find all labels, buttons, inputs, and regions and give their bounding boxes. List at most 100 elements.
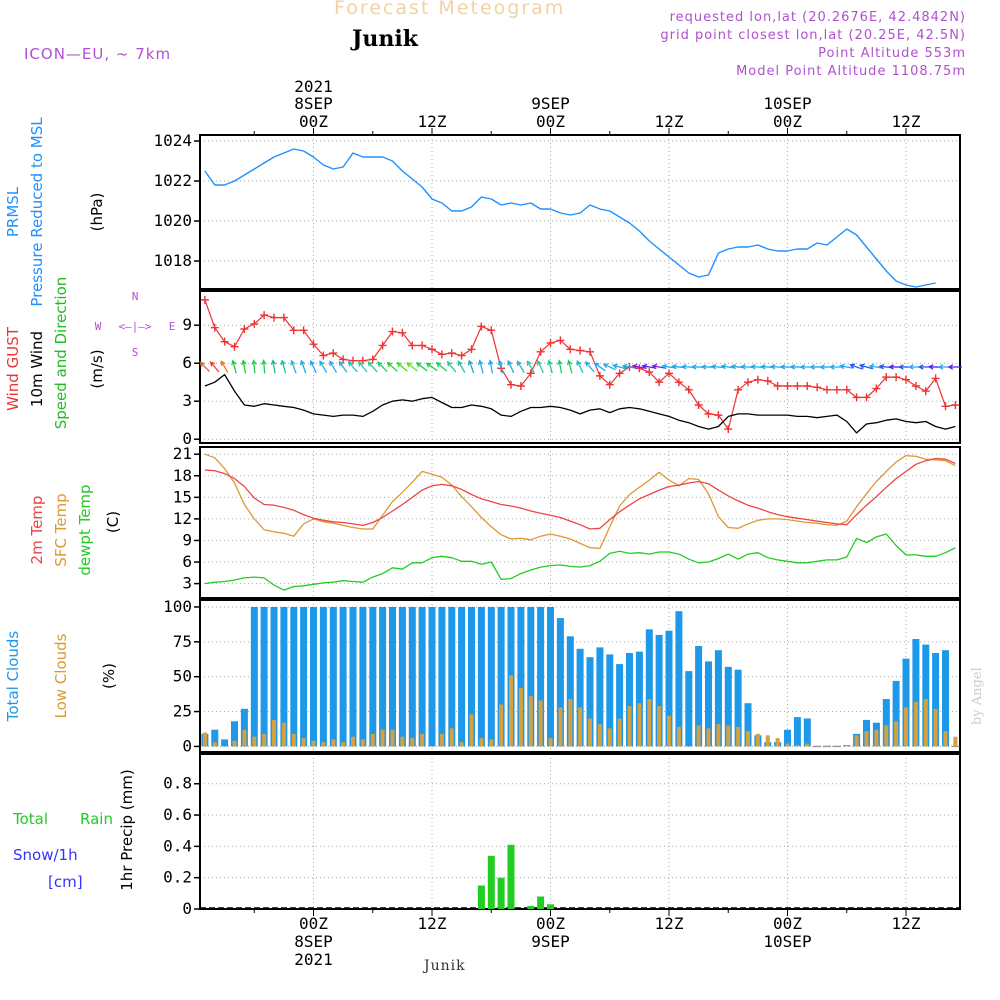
cloud-low-bar — [884, 725, 889, 747]
cloud-low-bar — [439, 733, 444, 747]
cloud-low-bar — [558, 707, 563, 747]
cloud-total-bar — [240, 708, 248, 747]
gust-marker — [240, 325, 249, 333]
cloud-low-bar — [400, 736, 405, 747]
cloud-total-bar — [744, 703, 752, 747]
wind-direction-arrow — [386, 361, 398, 372]
cloud-low-bar — [518, 687, 523, 747]
cloud-low-bar — [933, 708, 938, 747]
cloud-low-bar — [588, 718, 592, 747]
cloud-total-bar — [566, 636, 574, 747]
info-point-altitude: Point Altitude 553m — [818, 46, 966, 61]
cloud-total-bar — [942, 650, 949, 747]
cloud-low-bar — [696, 725, 701, 747]
cloud-total-bar — [487, 607, 495, 747]
rain-bar — [497, 877, 505, 909]
y-tick-label: 1022 — [153, 171, 192, 190]
cloud-low-bar — [904, 707, 908, 747]
model-label: ICON—EU, ~ 7km — [24, 45, 172, 63]
town-name: Junik — [352, 26, 418, 52]
cloud-total-bar — [497, 607, 505, 747]
cloud-low-bar — [943, 731, 948, 747]
gust-marker — [368, 355, 377, 364]
wind-direction-arrow — [526, 360, 535, 373]
gust-marker — [339, 355, 348, 364]
cloud-total-bar — [922, 644, 930, 747]
y-tick-label: 1020 — [153, 211, 192, 230]
gust-marker — [289, 326, 298, 335]
panel-frame — [199, 134, 961, 290]
temp-label-2m: 2m Temp — [28, 496, 46, 565]
cloud-total-bar — [428, 607, 436, 747]
cloud-low-bar — [449, 728, 454, 747]
wind-direction-arrow — [858, 363, 873, 370]
wind-speed-line — [204, 373, 956, 434]
cloud-total-bar — [280, 607, 288, 747]
wind-direction-arrow — [338, 360, 348, 373]
y-tick-label: 50 — [173, 667, 192, 686]
wind-direction-arrow — [457, 360, 466, 373]
wind-direction-arrow — [651, 363, 666, 370]
cloud-total-bar — [537, 607, 545, 747]
precip-label-total: Total — [13, 810, 49, 828]
cloud-low-bar — [627, 706, 632, 747]
wind-direction-arrow — [536, 359, 544, 374]
gust-marker — [892, 373, 901, 382]
precip-label-cm: [cm] — [48, 873, 83, 891]
cloud-low-bar — [785, 743, 790, 747]
gust-marker — [428, 345, 436, 354]
gust-marker — [319, 351, 328, 360]
wind-direction-arrow — [621, 363, 637, 370]
cloud-total-bar — [645, 629, 653, 747]
info-grid-point: grid point closest lon,lat (20.25E, 42.5… — [660, 28, 966, 43]
wind-direction-arrow — [576, 359, 584, 374]
cloud-total-bar — [359, 607, 367, 747]
wind-direction-arrow — [467, 359, 475, 374]
cloud-low-bar — [597, 724, 602, 747]
wind-direction-arrow — [415, 362, 428, 372]
wind-direction-arrow — [329, 360, 338, 373]
wind-direction-arrow — [377, 361, 388, 373]
cloud-total-bar — [468, 607, 475, 747]
gust-marker — [309, 340, 318, 349]
cloud-label-low: Low Clouds — [52, 633, 70, 718]
wind-direction-arrow — [347, 360, 358, 373]
wind-direction-arrow — [319, 360, 328, 373]
cloud-total-bar — [705, 661, 712, 747]
cloud-low-bar — [805, 743, 810, 747]
cloud-low-bar — [676, 726, 681, 747]
gust-marker — [684, 385, 693, 394]
cloud-low-bar — [311, 740, 316, 747]
gust-marker — [862, 393, 871, 402]
wind-direction-arrow — [488, 359, 494, 374]
cloud-low-bar — [755, 733, 760, 747]
gust-marker — [260, 311, 269, 320]
cloud-low-bar — [953, 736, 958, 747]
cloud-low-bar — [301, 738, 306, 747]
cloud-total-bar — [389, 607, 396, 747]
gust-marker — [704, 409, 713, 418]
y-tick-label: 0.8 — [163, 774, 192, 793]
wind-direction-arrow — [566, 359, 573, 374]
cloud-low-bar — [726, 725, 731, 747]
cloud-total-bar — [448, 607, 456, 747]
precip-label-rain: Rain — [80, 810, 113, 828]
gust-marker — [279, 313, 288, 322]
x-label-hour-bottom: 12Z — [655, 914, 684, 933]
wind-direction-arrow — [209, 360, 220, 373]
cloud-total-bar — [290, 607, 298, 747]
y-tick-label: 6 — [182, 552, 192, 571]
temp-label-sfc: SFC Temp — [52, 493, 70, 566]
wind-direction-arrow — [602, 363, 616, 371]
wind-direction-arrow — [199, 361, 210, 373]
x-label-hour-top: 12Z — [418, 112, 447, 131]
y-tick-label: 18 — [173, 466, 192, 485]
wind-direction-arrow — [507, 359, 515, 374]
wind-direction-arrow — [849, 363, 863, 370]
gust-marker — [437, 350, 446, 359]
y-tick-label: 25 — [173, 702, 192, 721]
gust-marker — [645, 368, 654, 377]
cloud-total-bar — [547, 607, 554, 747]
cloud-total-bar — [349, 607, 357, 747]
